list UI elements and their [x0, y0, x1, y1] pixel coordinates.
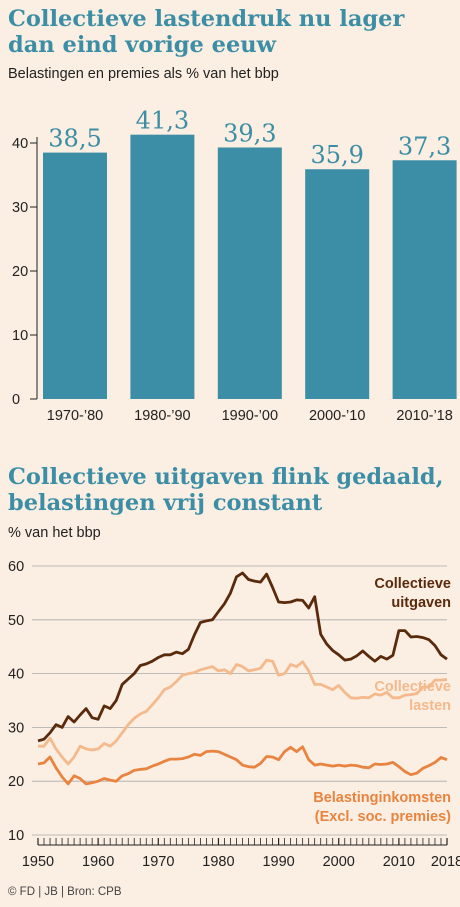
bar-value-label: 35,9 — [310, 141, 363, 169]
series-label: Collectieve — [374, 679, 451, 695]
x-tick-label: 1990 — [262, 854, 294, 870]
y-tick-label: 30 — [12, 200, 28, 216]
bar — [217, 147, 282, 399]
x-tick-label: 1950 — [22, 854, 54, 870]
y-tick-label: 40 — [12, 136, 28, 152]
series-line — [37, 745, 448, 786]
series-label: Belastinginkomsten — [313, 790, 451, 806]
source-footer: © FD | JB | Bron: CPB — [8, 886, 122, 898]
bar-value-label: 39,3 — [223, 119, 276, 147]
x-tick-label: 2010-’18 — [396, 408, 452, 424]
y-tick-label: 0 — [12, 392, 20, 408]
bar-chart-title: Collectieve lastendruk nu lager dan eind… — [8, 6, 405, 58]
x-tick-label: 2000-’10 — [309, 408, 365, 424]
y-tick-label: 20 — [12, 264, 28, 280]
bar — [305, 169, 370, 399]
y-tick-label: 40 — [8, 667, 24, 683]
bar-chart-subtitle: Belastingen en premies als % van het bbp — [8, 66, 279, 82]
x-tick-label: 1960 — [82, 854, 114, 870]
line-chart-subtitle: % van het bbp — [8, 525, 101, 541]
y-tick-label: 10 — [12, 328, 28, 344]
series-line — [38, 658, 448, 766]
x-tick-label: 1980-’90 — [134, 408, 190, 424]
series-label: Collectieve — [374, 576, 451, 592]
y-tick-label: 10 — [8, 828, 24, 844]
x-tick-label: 2018 — [431, 854, 460, 870]
y-tick-label: 60 — [8, 559, 24, 575]
x-tick-label: 1970 — [142, 854, 174, 870]
x-tick-label: 1970-’80 — [47, 408, 103, 424]
series-line — [37, 571, 448, 743]
line-chart-title: Collectieve uitgaven flink gedaald, bela… — [8, 464, 444, 516]
series-label: uitgaven — [391, 595, 451, 611]
bar-value-label: 38,5 — [48, 125, 101, 153]
series-label: (Excl. soc. premies) — [315, 809, 451, 825]
series-label: lasten — [409, 698, 451, 714]
y-tick-label: 30 — [8, 720, 24, 736]
bar — [392, 160, 457, 399]
bar-chart: 0 10 20 30 40 38,5 1970-’80 41,3 1980-’90 39,3 199… — [12, 107, 457, 424]
y-tick-label: 50 — [8, 613, 24, 629]
x-tick-label: 1980 — [202, 854, 234, 870]
bar — [43, 152, 107, 399]
bar — [130, 134, 195, 399]
x-tick-label: 1990-’00 — [222, 408, 278, 424]
bar-value-label: 37,3 — [398, 132, 451, 160]
x-tick-label: 2010 — [383, 854, 415, 870]
x-tick-label: 2000 — [323, 854, 355, 870]
y-tick-label: 20 — [8, 774, 24, 790]
bar-value-label: 41,3 — [136, 107, 189, 135]
